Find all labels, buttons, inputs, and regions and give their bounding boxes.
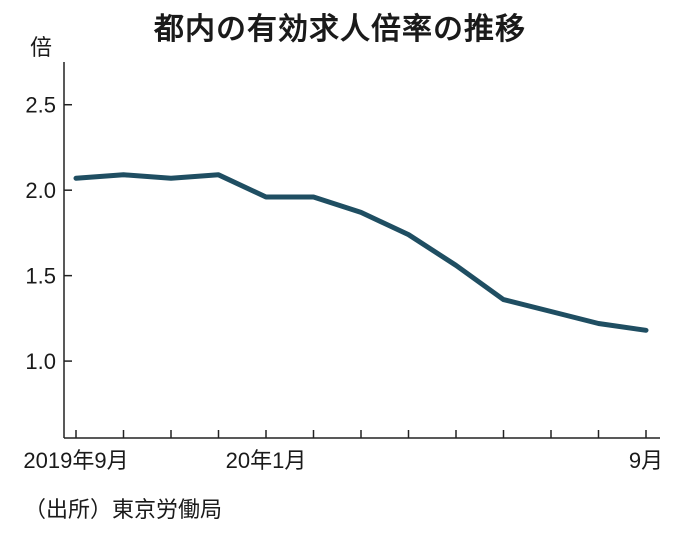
series-line <box>73 172 649 333</box>
y-tick-label: 1.0 <box>25 349 56 374</box>
chart-title: 都内の有効求人倍率の推移 <box>154 12 526 47</box>
x-tick-label: 20年1月 <box>226 448 307 473</box>
source-note: （出所）東京労働局 <box>24 498 223 523</box>
y-axis-unit-label: 倍 <box>30 36 53 61</box>
y-tick-label: 2.0 <box>25 178 56 203</box>
x-tick-label: 9月 <box>629 448 663 473</box>
y-tick-label: 1.5 <box>25 264 56 289</box>
y-tick-label: 2.5 <box>25 93 56 118</box>
x-tick-label: 2019年9月 <box>23 448 128 473</box>
